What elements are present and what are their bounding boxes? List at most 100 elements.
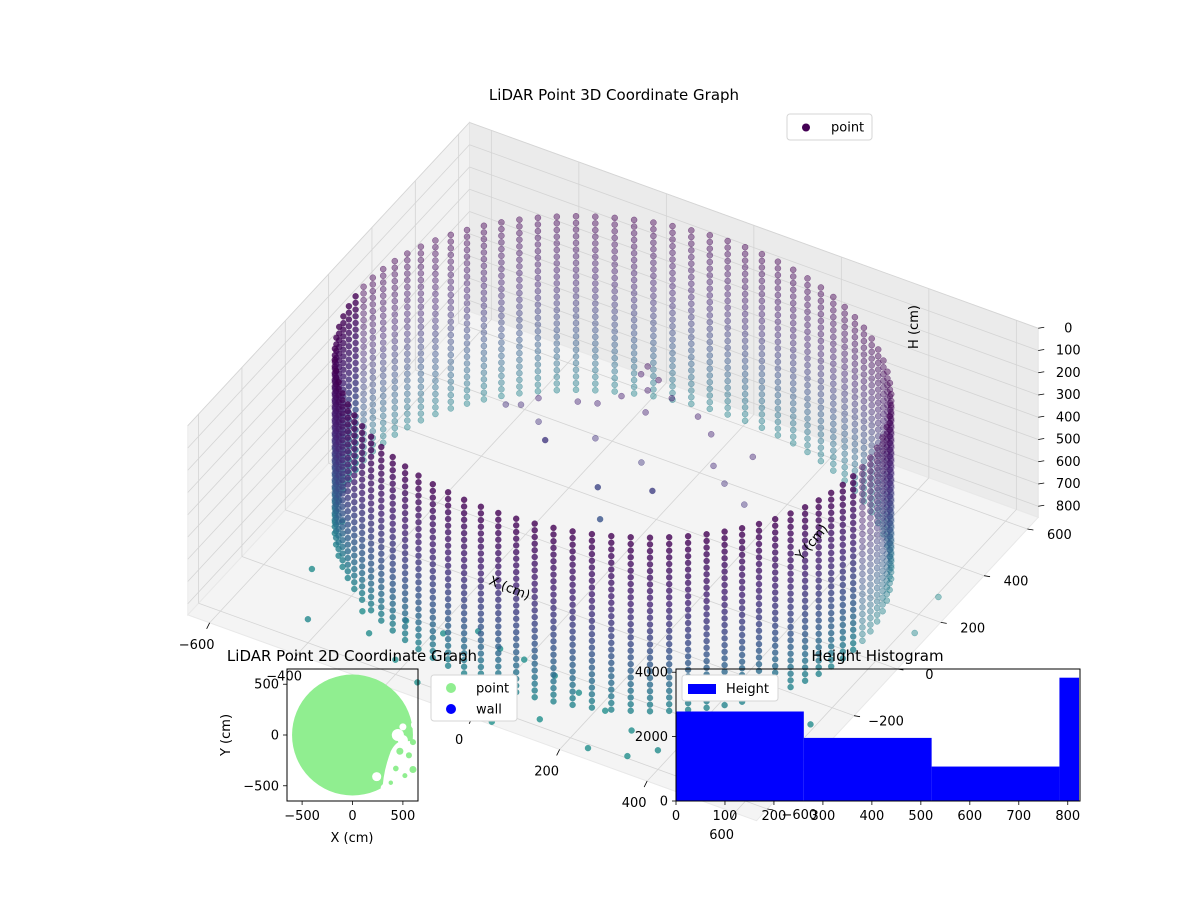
cylinder-wall-point — [447, 325, 455, 332]
cylinder-wall-point — [351, 418, 358, 426]
cylinder-wall-point — [630, 250, 638, 257]
cylinder-wall-point — [801, 637, 809, 645]
cylinder-wall-point — [429, 641, 437, 648]
cylinder-wall-point — [801, 577, 809, 584]
cylinder-wall-point — [684, 646, 692, 653]
cylinder-wall-point — [650, 232, 657, 240]
cylinder-wall-point — [345, 389, 353, 397]
cylinder-wall-point — [774, 271, 782, 279]
cylinder-wall-point — [572, 293, 580, 300]
cylinder-wall-point — [724, 384, 731, 392]
cylinder-wall-point — [804, 355, 811, 362]
cylinder-wall-point — [873, 464, 881, 472]
cylinder-wall-point — [415, 619, 422, 626]
chart-title-3d: LiDAR Point 3D Coordinate Graph — [489, 86, 739, 104]
cylinder-wall-point — [550, 591, 557, 598]
cylinder-wall-point — [830, 360, 837, 368]
cylinder-wall-point — [404, 330, 411, 337]
cylinder-wall-point — [630, 330, 638, 337]
cylinder-wall-point — [611, 321, 618, 328]
cylinder-wall-point — [572, 239, 580, 247]
cylinder-wall-point — [758, 277, 766, 285]
grid-z-left — [187, 211, 470, 516]
cylinder-wall-point — [801, 504, 809, 511]
cylinder-wall-point — [801, 624, 809, 631]
cylinder-wall-point — [706, 378, 714, 386]
cylinder-wall-point — [531, 553, 538, 561]
cylinder-wall-point — [804, 335, 811, 342]
cylinder-wall-point — [367, 533, 375, 541]
cylinder-wall-point — [841, 343, 848, 351]
cylinder-wall-point — [367, 493, 375, 501]
cylinder-wall-point — [345, 376, 353, 383]
cylinder-wall-point — [879, 554, 886, 562]
cylinder-wall-point — [358, 463, 366, 470]
cylinder-wall-point — [460, 643, 468, 650]
cylinder-wall-point — [401, 489, 409, 497]
cylinder-wall-point — [721, 661, 728, 669]
cylinder-wall-point — [404, 377, 411, 384]
cylinder-wall-point — [630, 383, 638, 391]
cylinder-wall-point — [851, 327, 859, 334]
cylinder-wall-point — [771, 562, 779, 570]
cylinder-wall-point — [531, 673, 538, 681]
cylinder-wall-point — [360, 410, 367, 417]
cylinder-wall-point — [352, 306, 359, 313]
cylinder-wall-point — [859, 477, 866, 484]
cylinder-wall-point — [516, 269, 523, 277]
cylinder-wall-point — [741, 270, 749, 278]
cylinder-wall-point — [721, 528, 728, 535]
cylinder-wall-point — [789, 286, 797, 294]
cylinder-wall-point — [429, 574, 437, 581]
cylinder-wall-point — [569, 608, 576, 615]
cylinder-wall-point — [738, 524, 746, 532]
cylinder-wall-point — [512, 535, 520, 542]
cylinder-wall-point — [669, 269, 676, 277]
cylinder-wall-point — [378, 450, 385, 457]
cylinder-wall-point — [358, 483, 366, 490]
cylinder-wall-point — [758, 424, 766, 431]
cylinder-wall-point — [415, 479, 422, 486]
cylinder-wall-point — [815, 557, 822, 564]
cylinder-wall-point — [684, 633, 692, 640]
cylinder-wall-point — [369, 294, 377, 301]
cylinder-wall-point — [839, 635, 847, 642]
cylinder-wall-point — [665, 560, 673, 568]
cylinder-wall-point — [480, 369, 488, 376]
cylinder-wall-point — [873, 524, 881, 532]
cylinder-wall-point — [860, 451, 868, 458]
cylinder-wall-point — [688, 340, 695, 348]
cylinder-wall-point — [391, 297, 399, 305]
cylinder-wall-point — [646, 554, 654, 561]
cylinder-wall-point — [817, 397, 825, 405]
cylinder-wall-point — [344, 461, 352, 468]
z-tick-label: 800 — [1056, 499, 1081, 514]
interior-point — [517, 401, 525, 408]
cylinder-wall-point — [703, 651, 710, 658]
cylinder-wall-point — [851, 360, 859, 368]
cylinder-wall-point — [646, 647, 654, 655]
cylinder-wall-point — [741, 284, 749, 291]
cylinder-wall-point — [352, 299, 359, 307]
cylinder-wall-point — [646, 661, 654, 668]
cylinder-wall-point — [429, 527, 437, 535]
cylinder-wall-point — [771, 656, 779, 663]
cylinder-wall-point — [391, 404, 399, 412]
cylinder-wall-point — [758, 344, 766, 351]
cylinder-wall-point — [860, 444, 868, 452]
cylinder-wall-point — [789, 433, 797, 440]
cylinder-wall-point — [849, 539, 857, 547]
cylinder-wall-point — [592, 213, 599, 220]
cylinder-wall-point — [755, 580, 763, 588]
cylinder-wall-point — [550, 564, 557, 572]
cylinder-wall-point — [650, 252, 657, 260]
cylinder-wall-point — [401, 543, 409, 550]
y-tick-label-hist: 0 — [660, 795, 668, 810]
cylinder-wall-point — [815, 670, 822, 678]
cylinder-wall-point — [404, 290, 411, 297]
cylinder-wall-point — [706, 345, 714, 353]
cylinder-wall-point — [839, 514, 847, 522]
cylinder-wall-point — [460, 603, 468, 610]
cylinder-wall-point — [721, 541, 728, 549]
z-tick-label: 200 — [1056, 366, 1081, 381]
